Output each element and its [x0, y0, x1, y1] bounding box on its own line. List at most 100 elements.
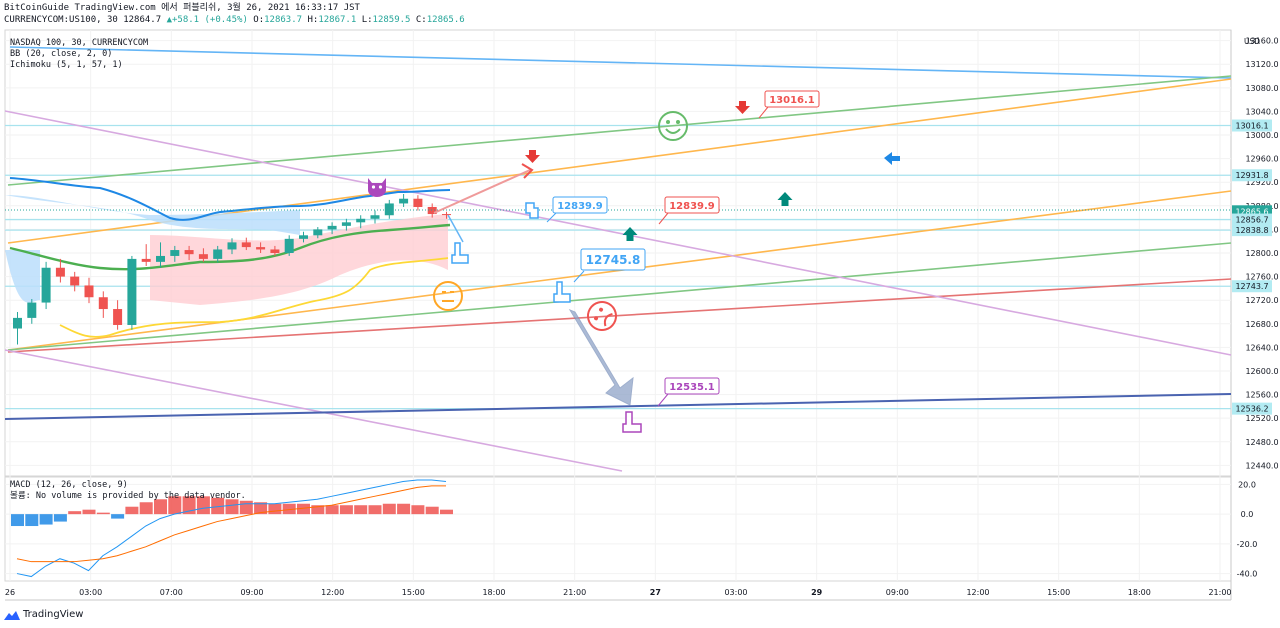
blue-trendline: [9, 46, 1232, 79]
callout-12839-red: 12839.9: [658, 196, 720, 225]
macd-histogram-bar: [111, 514, 125, 519]
candle-body: [84, 285, 94, 298]
macd-histogram-bar: [239, 500, 253, 515]
macd-histogram-bar: [182, 496, 196, 515]
candle-body: [413, 198, 423, 207]
macd-histogram-bar: [440, 509, 453, 515]
price-tick-label: 12760.0: [1245, 273, 1278, 282]
price-tick-label: 12960.0: [1245, 155, 1278, 164]
callout-12535: 12535.1: [657, 377, 720, 407]
price-tick-label: 12640.0: [1245, 343, 1278, 352]
level-price-tag: [1232, 119, 1272, 132]
currency-unit-label: USD: [1244, 37, 1260, 46]
price-tick-label: 12800.0: [1245, 249, 1278, 258]
time-tick-label: 27: [650, 588, 661, 597]
price-labels: 12865.626:4413016.112931.812856.712838.8…: [1232, 119, 1272, 415]
time-tick-label: 12:00: [966, 588, 989, 597]
candle-body: [170, 250, 180, 256]
level-price-value: 12743.7: [1235, 282, 1268, 291]
purple-lower-trendline: [4, 349, 623, 472]
publish-line: BitCoinGuide TradingView.com 에서 퍼블리쉬, 3월…: [4, 3, 360, 13]
candlesticks: [13, 194, 451, 345]
callout-label: 12839.9: [669, 201, 715, 212]
indicator-legend[interactable]: NASDAQ 100, 30, CURRENCYCOM BB (20, clos…: [10, 38, 148, 71]
candle-body: [198, 254, 208, 259]
up-triangle-icon: ▲: [166, 15, 172, 25]
candle-body: [113, 309, 123, 325]
candle-body: [256, 247, 266, 250]
macd-tick-label: 0.0: [1241, 510, 1254, 519]
level-price-value: 13016.1: [1235, 122, 1268, 131]
macd-histogram-bar: [225, 499, 239, 515]
footer-brand[interactable]: TradingView: [4, 609, 83, 620]
macd-pane[interactable]: [4, 476, 1232, 582]
candle-body: [442, 214, 451, 216]
callouts: 13016.1 12839.9 12839.9 12745.8 12535.1: [546, 90, 820, 407]
smile-icon: [658, 111, 688, 141]
blue-indicator-line: [9, 177, 451, 221]
time-tick-label: 18:00: [1128, 588, 1151, 597]
price-tick-label: 13120.0: [1245, 60, 1278, 69]
macd-histogram-bar: [196, 496, 210, 515]
hand-pointer-icon: [451, 202, 642, 433]
green-up-arrow-icon-2: [777, 192, 793, 206]
legend-ichimoku[interactable]: Ichimoku (5, 1, 57, 1): [10, 60, 123, 70]
close-label: C:: [415, 15, 427, 25]
candle-body: [227, 242, 237, 250]
candle-body: [213, 249, 223, 259]
macd-legend[interactable]: MACD (12, 26, close, 9) 볼륨: No volume is…: [10, 480, 246, 502]
low-value: 12859.5: [372, 15, 411, 25]
candle-body: [399, 198, 409, 204]
candle-body: [27, 302, 37, 318]
macd-histogram-bar: [53, 514, 67, 522]
hand-icon-4: [622, 411, 642, 433]
time-tick-label: 26: [5, 588, 15, 597]
macd-indicator: [5, 479, 1231, 578]
macd-histogram-bar: [11, 514, 24, 527]
candle-body: [184, 250, 194, 255]
candle-body: [427, 206, 437, 215]
symbol-line: CURRENCYCOM:US100, 30 12864.7 ▲+58.1 (+0…: [4, 14, 465, 26]
macd-histogram-bar: [125, 506, 139, 515]
macd-line: [16, 479, 447, 578]
current-price-value: 12865.6: [1235, 207, 1268, 216]
macd-histogram-bar: [282, 503, 296, 515]
macd-histogram-bar: [39, 514, 53, 525]
candle-body: [384, 203, 394, 216]
candle-body: [313, 229, 323, 236]
level-price-tag: [1232, 213, 1272, 226]
candle-body: [327, 225, 337, 230]
red-projection-arrow: [433, 169, 531, 214]
level-price-tag: [1232, 280, 1272, 293]
candle-body: [13, 317, 22, 329]
macd-histogram-bar: [311, 505, 325, 515]
macd-title[interactable]: MACD (12, 26, close, 9): [10, 480, 128, 490]
last-price: 12864.7: [123, 15, 162, 25]
time-tick-label: 12:00: [321, 588, 344, 597]
time-axis[interactable]: 26 03:00 07:00 09:00 12:00 15:00 18:00 21:00 27 0…: [5, 588, 1232, 597]
ichimoku-cloud-blue-left: [5, 250, 40, 303]
level-price-tag: [1232, 402, 1272, 415]
red-down-arrow-icon-2: [525, 150, 540, 163]
candle-body: [299, 235, 308, 239]
macd-histogram-bar: [211, 497, 225, 515]
time-tick-label: 07:00: [160, 588, 183, 597]
macd-tick-label: 20.0: [1238, 480, 1256, 489]
callout-label: 12535.1: [669, 382, 715, 393]
open-value: 12863.7: [264, 15, 303, 25]
price-tick-label: 12600.0: [1245, 367, 1278, 376]
callout-label: 13016.1: [769, 95, 815, 106]
macd-histogram-bar: [339, 505, 353, 515]
volume-note: 볼륨: No volume is provided by the data ve…: [10, 491, 246, 501]
price-tick-label: 12440.0: [1245, 461, 1278, 470]
macd-axis[interactable]: 20.0 0.0 -20.0 -40.0: [1237, 480, 1258, 578]
red-arrowhead: [521, 163, 534, 179]
candle-body: [341, 222, 351, 226]
low-label: L:: [361, 15, 373, 25]
legend-symbol[interactable]: NASDAQ 100, 30, CURRENCYCOM: [10, 38, 149, 48]
price-tick-label: 12560.0: [1245, 391, 1278, 400]
green-upper-trendline: [7, 75, 1232, 186]
level-price-value: 12931.8: [1235, 171, 1268, 180]
legend-bb[interactable]: BB (20, close, 2, 0): [10, 49, 113, 59]
